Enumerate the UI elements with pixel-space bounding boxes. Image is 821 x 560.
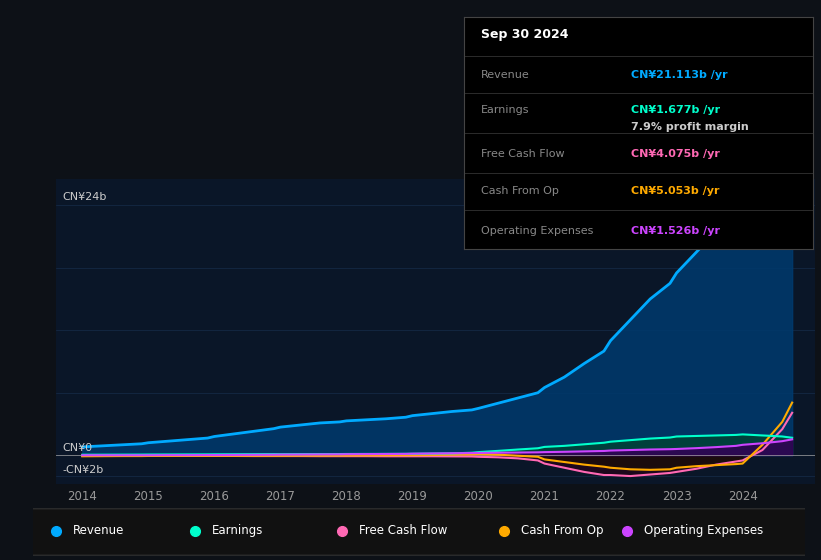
Text: Sep 30 2024: Sep 30 2024: [481, 29, 569, 41]
Text: 7.9% profit margin: 7.9% profit margin: [631, 122, 749, 132]
Text: CN¥5.053b /yr: CN¥5.053b /yr: [631, 186, 720, 196]
Text: Revenue: Revenue: [481, 70, 530, 80]
Text: Operating Expenses: Operating Expenses: [481, 226, 594, 236]
Text: Operating Expenses: Operating Expenses: [644, 525, 764, 538]
Text: CN¥0: CN¥0: [62, 443, 93, 453]
FancyBboxPatch shape: [25, 509, 812, 555]
Text: CN¥21.113b /yr: CN¥21.113b /yr: [631, 70, 728, 80]
Text: CN¥1.526b /yr: CN¥1.526b /yr: [631, 226, 720, 236]
Text: CN¥24b: CN¥24b: [62, 192, 107, 202]
Text: Earnings: Earnings: [481, 105, 530, 115]
Text: Free Cash Flow: Free Cash Flow: [481, 149, 565, 159]
Text: Cash From Op: Cash From Op: [521, 525, 603, 538]
Text: Free Cash Flow: Free Cash Flow: [359, 525, 447, 538]
Text: Cash From Op: Cash From Op: [481, 186, 559, 196]
Text: Earnings: Earnings: [212, 525, 264, 538]
Text: CN¥1.677b /yr: CN¥1.677b /yr: [631, 105, 721, 115]
Text: Revenue: Revenue: [73, 525, 124, 538]
Text: CN¥4.075b /yr: CN¥4.075b /yr: [631, 149, 720, 159]
Text: -CN¥2b: -CN¥2b: [62, 465, 103, 475]
